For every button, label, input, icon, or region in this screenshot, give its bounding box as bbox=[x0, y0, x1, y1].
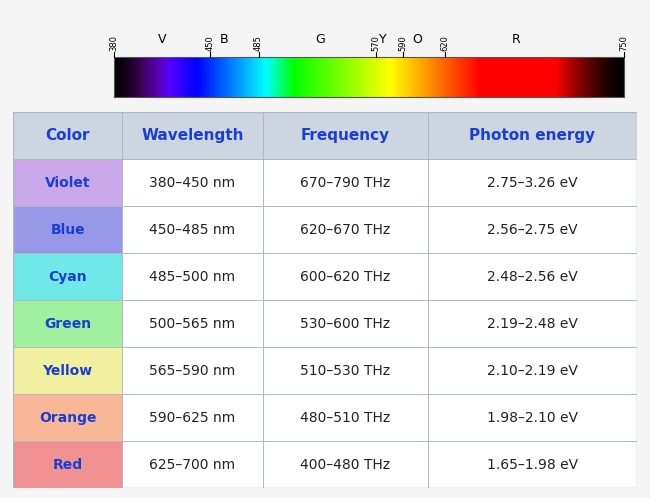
Text: 600–620 THz: 600–620 THz bbox=[300, 269, 391, 283]
Bar bbox=[428, 253, 637, 300]
Text: V: V bbox=[158, 33, 166, 46]
Bar bbox=[13, 206, 122, 253]
Text: 620: 620 bbox=[440, 35, 449, 51]
Text: Cyan: Cyan bbox=[48, 269, 87, 283]
Text: 2.75–3.26 eV: 2.75–3.26 eV bbox=[487, 176, 578, 190]
Text: 670–790 THz: 670–790 THz bbox=[300, 176, 391, 190]
Text: Violet: Violet bbox=[45, 176, 90, 190]
Text: 620–670 THz: 620–670 THz bbox=[300, 223, 391, 237]
Bar bbox=[428, 394, 637, 441]
Bar bbox=[263, 206, 428, 253]
Bar bbox=[428, 347, 637, 394]
Text: Red: Red bbox=[53, 458, 83, 472]
Bar bbox=[263, 159, 428, 206]
Text: 750: 750 bbox=[619, 35, 629, 51]
Text: 2.19–2.48 eV: 2.19–2.48 eV bbox=[487, 317, 578, 331]
Text: Y: Y bbox=[379, 33, 387, 46]
Text: 485: 485 bbox=[254, 35, 263, 51]
Bar bbox=[428, 300, 637, 347]
Text: 1.98–2.10 eV: 1.98–2.10 eV bbox=[487, 410, 578, 424]
Bar bbox=[428, 441, 637, 488]
Bar bbox=[13, 347, 122, 394]
Text: 510–530 THz: 510–530 THz bbox=[300, 364, 391, 377]
Text: B: B bbox=[220, 33, 228, 46]
Text: 2.56–2.75 eV: 2.56–2.75 eV bbox=[487, 223, 578, 237]
Text: 380–450 nm: 380–450 nm bbox=[150, 176, 235, 190]
Bar bbox=[263, 441, 428, 488]
Text: 565–590 nm: 565–590 nm bbox=[150, 364, 235, 377]
Text: 625–700 nm: 625–700 nm bbox=[150, 458, 235, 472]
Text: 530–600 THz: 530–600 THz bbox=[300, 317, 391, 331]
Text: 480–510 THz: 480–510 THz bbox=[300, 410, 391, 424]
Bar bbox=[122, 394, 263, 441]
Text: Green: Green bbox=[44, 317, 91, 331]
Bar bbox=[122, 441, 263, 488]
Bar bbox=[122, 159, 263, 206]
Text: Yellow: Yellow bbox=[42, 364, 93, 377]
Bar bbox=[122, 347, 263, 394]
Bar bbox=[263, 347, 428, 394]
Text: Photon energy: Photon energy bbox=[469, 128, 595, 143]
Bar bbox=[13, 159, 122, 206]
Text: Wavelength: Wavelength bbox=[141, 128, 244, 143]
Text: Frequency: Frequency bbox=[301, 128, 390, 143]
Bar bbox=[122, 206, 263, 253]
Text: O: O bbox=[412, 33, 422, 46]
Bar bbox=[13, 394, 122, 441]
Text: 1.65–1.98 eV: 1.65–1.98 eV bbox=[487, 458, 578, 472]
Text: 485–500 nm: 485–500 nm bbox=[150, 269, 235, 283]
Text: 570: 570 bbox=[371, 35, 380, 51]
Text: 400–480 THz: 400–480 THz bbox=[300, 458, 391, 472]
Text: Orange: Orange bbox=[39, 410, 96, 424]
Text: R: R bbox=[512, 33, 521, 46]
Bar bbox=[13, 112, 637, 159]
Bar bbox=[122, 300, 263, 347]
Text: 2.10–2.19 eV: 2.10–2.19 eV bbox=[487, 364, 578, 377]
Bar bbox=[263, 253, 428, 300]
Bar bbox=[428, 206, 637, 253]
Bar bbox=[13, 441, 122, 488]
Text: Color: Color bbox=[46, 128, 90, 143]
Bar bbox=[13, 300, 122, 347]
Text: G: G bbox=[316, 33, 326, 46]
Text: 380: 380 bbox=[109, 35, 118, 51]
Text: 590: 590 bbox=[399, 35, 408, 51]
Text: 2.48–2.56 eV: 2.48–2.56 eV bbox=[487, 269, 578, 283]
Text: 500–565 nm: 500–565 nm bbox=[150, 317, 235, 331]
Text: 450: 450 bbox=[206, 35, 215, 51]
Bar bbox=[263, 394, 428, 441]
Bar bbox=[13, 253, 122, 300]
Bar bbox=[263, 300, 428, 347]
Bar bbox=[122, 253, 263, 300]
Text: 450–485 nm: 450–485 nm bbox=[150, 223, 235, 237]
Text: 590–625 nm: 590–625 nm bbox=[150, 410, 235, 424]
Bar bbox=[428, 159, 637, 206]
Text: Blue: Blue bbox=[50, 223, 85, 237]
